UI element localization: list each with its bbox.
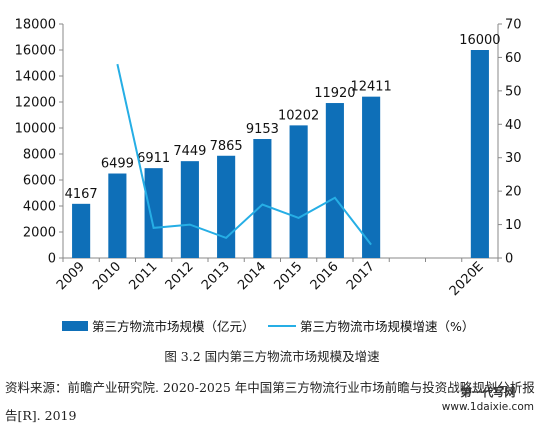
left-axis-tick-label: 6000 [23,174,56,189]
right-axis-tick-label: 30 [505,151,522,166]
bar-data-label: 11920 [314,86,355,101]
x-axis-tick-label: 2014 [235,259,269,293]
bar [470,50,489,258]
legend-label-line: 第三方物流市场规模增速（%） [300,319,474,334]
bar-data-label: 7865 [210,139,243,154]
left-axis-tick-label: 2000 [23,226,56,241]
bar [180,161,199,258]
bar-data-label: 6911 [137,151,170,166]
bar-data-label: 9153 [246,122,279,137]
figure-caption: 图 3.2 国内第三方物流市场规模及增速 [164,349,380,364]
bar [289,125,308,259]
right-axis-tick-label: 50 [505,84,522,99]
bar [325,103,344,258]
bar-data-label: 7449 [173,144,206,159]
left-axis-tick-label: 0 [48,252,56,267]
left-axis-tick-label: 8000 [23,148,56,163]
bar [72,203,91,258]
bar-data-label: 16000 [459,33,500,48]
x-axis-tick-label: 2015 [271,259,305,293]
x-axis-tick-label: 2010 [90,259,124,293]
source-note: 资料来源：前瞻产业研究院. 2020-2025 年中国第三方物流行业市场前瞻与投… [5,380,535,423]
chart: 0 2000 4000 6000 8000 10000 12000 14000 16000 180… [15,18,522,335]
x-axis-tick-label: 2020E [447,259,487,299]
x-axis-tick-label: 2016 [308,259,342,293]
bar-data-label: 12411 [350,80,391,95]
left-axis-tick-label: 4000 [23,200,56,215]
left-axis-tick-label: 10000 [15,122,56,137]
watermark-title: 第一代写网 [460,386,516,399]
right-axis-tick-label: 0 [505,252,513,267]
right-axis-tick-label: 40 [505,118,522,133]
x-axis-tick-label: 2009 [54,259,88,293]
right-axis-tick-label: 10 [505,218,522,233]
line-series [116,63,372,246]
bar-data-label: 6499 [101,157,134,172]
right-axis-tick-label: 70 [505,18,522,33]
bar [217,155,236,258]
left-axis-tick-label: 12000 [15,96,56,111]
bar [362,96,381,258]
legend-label-bar: 第三方物流市场规模（亿元） [92,319,255,334]
bar [144,168,163,258]
left-axis-tick-label: 14000 [15,70,56,85]
right-axis-tick-label: 60 [505,51,522,66]
watermark-url: www.1daixie.com [441,401,534,413]
bar [108,173,127,258]
left-axis-tick-label: 16000 [15,44,56,59]
x-axis-tick-label: 2013 [199,259,233,293]
bar-data-label: 4167 [65,187,98,202]
bar [253,139,272,258]
x-axis-tick-label: 2012 [163,259,197,293]
left-axis-tick-label: 18000 [15,18,56,33]
watermark: 第一代写网 www.1daixie.com [442,386,534,414]
right-axis-tick-label: 20 [505,185,522,200]
x-axis-tick-label: 2011 [126,259,160,293]
legend-swatch-bar [62,321,88,331]
bar-data-label: 10202 [278,108,319,123]
x-axis-tick-label: 2017 [344,259,378,293]
